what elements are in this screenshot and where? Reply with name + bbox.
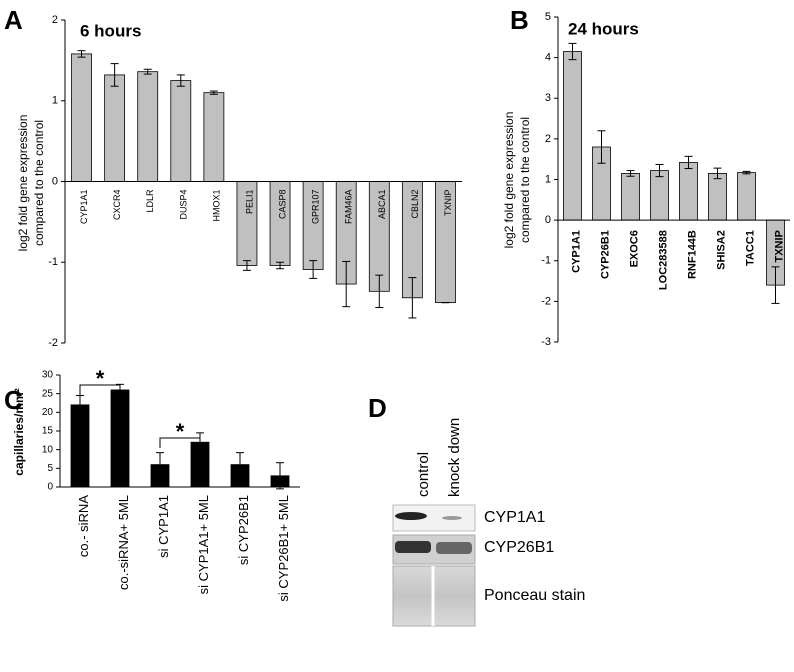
y-tick-label: 0 bbox=[47, 482, 53, 493]
bar bbox=[203, 92, 225, 182]
x-tick-label: LDLR bbox=[145, 189, 155, 213]
chart-title: 24 hours bbox=[568, 19, 639, 38]
bar bbox=[170, 80, 192, 182]
y-axis-label: compared to the control bbox=[32, 120, 46, 246]
y-tick-label: 20 bbox=[42, 407, 54, 418]
bar bbox=[708, 173, 727, 221]
annotation: * bbox=[176, 419, 185, 444]
lane-label: control bbox=[415, 452, 432, 497]
x-tick-label: TXNIP bbox=[443, 190, 453, 217]
blot-panel: D control knock down CYP1A1 CYP26B1 Ponc… bbox=[368, 393, 585, 627]
bar bbox=[70, 404, 90, 488]
y-tick-label: 3 bbox=[545, 92, 551, 104]
x-tick-label: CBLN2 bbox=[410, 190, 420, 219]
y-tick-label: 2 bbox=[52, 14, 58, 26]
x-tick-label: TXNIP bbox=[773, 230, 785, 262]
y-tick-label: 4 bbox=[545, 52, 551, 64]
x-tick-label: si CYP26B1+ 5ML bbox=[276, 495, 291, 602]
x-tick-label: RNF144B bbox=[686, 230, 698, 279]
y-tick-label: 2 bbox=[545, 133, 551, 145]
x-tick-label: DUSP4 bbox=[178, 190, 188, 220]
significance-bracket bbox=[159, 437, 201, 448]
y-tick-label: 1 bbox=[545, 173, 551, 185]
x-tick-label: HMOX1 bbox=[211, 190, 221, 222]
lane-label: knock down bbox=[446, 418, 463, 497]
y-tick-label: 1 bbox=[52, 95, 58, 107]
panel-letter: D bbox=[368, 393, 387, 423]
x-tick-label: ABCA1 bbox=[377, 190, 387, 220]
y-tick-label: 5 bbox=[545, 11, 551, 23]
bar bbox=[71, 53, 92, 182]
band-label: CYP26B1 bbox=[484, 539, 554, 556]
x-tick-label: FAM46A bbox=[344, 190, 354, 225]
y-tick-label: -1 bbox=[541, 255, 551, 267]
x-tick-label: si CYP1A1 bbox=[156, 495, 171, 558]
x-tick-label: LOC283588 bbox=[657, 230, 669, 290]
x-tick-label: CASP8 bbox=[278, 190, 288, 220]
band-label: CYP1A1 bbox=[484, 509, 545, 526]
panel-letter: B bbox=[510, 5, 529, 35]
y-tick-label: -3 bbox=[541, 336, 551, 348]
bar bbox=[621, 173, 640, 221]
y-tick-label: 0 bbox=[52, 175, 58, 187]
y-tick-label: 5 bbox=[47, 463, 53, 474]
chart-title: 6 hours bbox=[80, 21, 141, 40]
y-tick-label: 0 bbox=[545, 214, 551, 226]
bar bbox=[679, 162, 698, 221]
significance-bracket bbox=[79, 384, 121, 395]
y-tick-label: -1 bbox=[48, 256, 58, 268]
panel-letter: A bbox=[4, 5, 23, 35]
y-axis-label: log2 fold gene expression bbox=[502, 112, 516, 249]
bar bbox=[110, 389, 130, 488]
x-tick-label: co.- siRNA bbox=[76, 495, 91, 557]
x-tick-label: PELI1 bbox=[244, 190, 254, 215]
y-tick-label: -2 bbox=[48, 337, 58, 349]
bar bbox=[650, 170, 669, 221]
x-tick-label: CYP26B1 bbox=[599, 230, 611, 279]
bar bbox=[137, 71, 159, 182]
y-axis-label: log2 fold gene expression bbox=[16, 115, 30, 252]
blot-band bbox=[395, 512, 427, 520]
bar bbox=[563, 51, 582, 221]
x-tick-label: SHISA2 bbox=[715, 230, 727, 270]
bar bbox=[104, 74, 126, 182]
band-label: Ponceau stain bbox=[484, 587, 585, 604]
x-tick-label: si CYP1A1+ 5ML bbox=[196, 495, 211, 594]
annotation: * bbox=[96, 366, 105, 391]
x-tick-label: EXOC6 bbox=[628, 230, 640, 267]
x-tick-label: co.-siRNA+ 5ML bbox=[116, 495, 131, 590]
y-tick-label: 15 bbox=[42, 426, 54, 437]
y-tick-label: -2 bbox=[541, 295, 551, 307]
x-tick-label: si CYP26B1 bbox=[236, 495, 251, 565]
blot-band bbox=[395, 541, 431, 553]
bar bbox=[737, 172, 756, 221]
x-tick-label: CXCR4 bbox=[112, 190, 122, 221]
y-axis-label: capillaries/mm² bbox=[12, 388, 26, 475]
panel-letter: C bbox=[4, 385, 23, 415]
y-tick-label: 25 bbox=[42, 388, 54, 399]
blot-band bbox=[442, 516, 462, 520]
x-tick-label: TACC1 bbox=[744, 230, 756, 266]
y-tick-label: 10 bbox=[42, 444, 54, 455]
y-axis-label: compared to the control bbox=[518, 117, 532, 243]
x-tick-label: CYP1A1 bbox=[570, 230, 582, 273]
blot-band bbox=[436, 542, 472, 554]
y-tick-label: 30 bbox=[42, 370, 54, 381]
x-tick-label: CYP1A1 bbox=[79, 190, 89, 225]
x-tick-label: GPR107 bbox=[311, 190, 321, 225]
